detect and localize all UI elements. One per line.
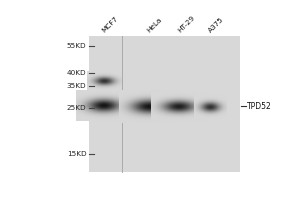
Text: A375: A375 [208,16,225,33]
Text: 40KD: 40KD [67,70,86,76]
Text: 55KD: 55KD [67,43,86,49]
Bar [240,24,270,178]
Text: HT-29: HT-29 [176,14,195,33]
Text: 15KD: 15KD [67,151,86,157]
Bar [89,36,240,172]
Text: TPD52: TPD52 [247,102,272,111]
Text: 35KD: 35KD [67,83,86,89]
Text: MCF7: MCF7 [101,15,119,33]
Text: HeLa: HeLa [146,16,163,33]
Text: 25KD: 25KD [67,105,86,111]
